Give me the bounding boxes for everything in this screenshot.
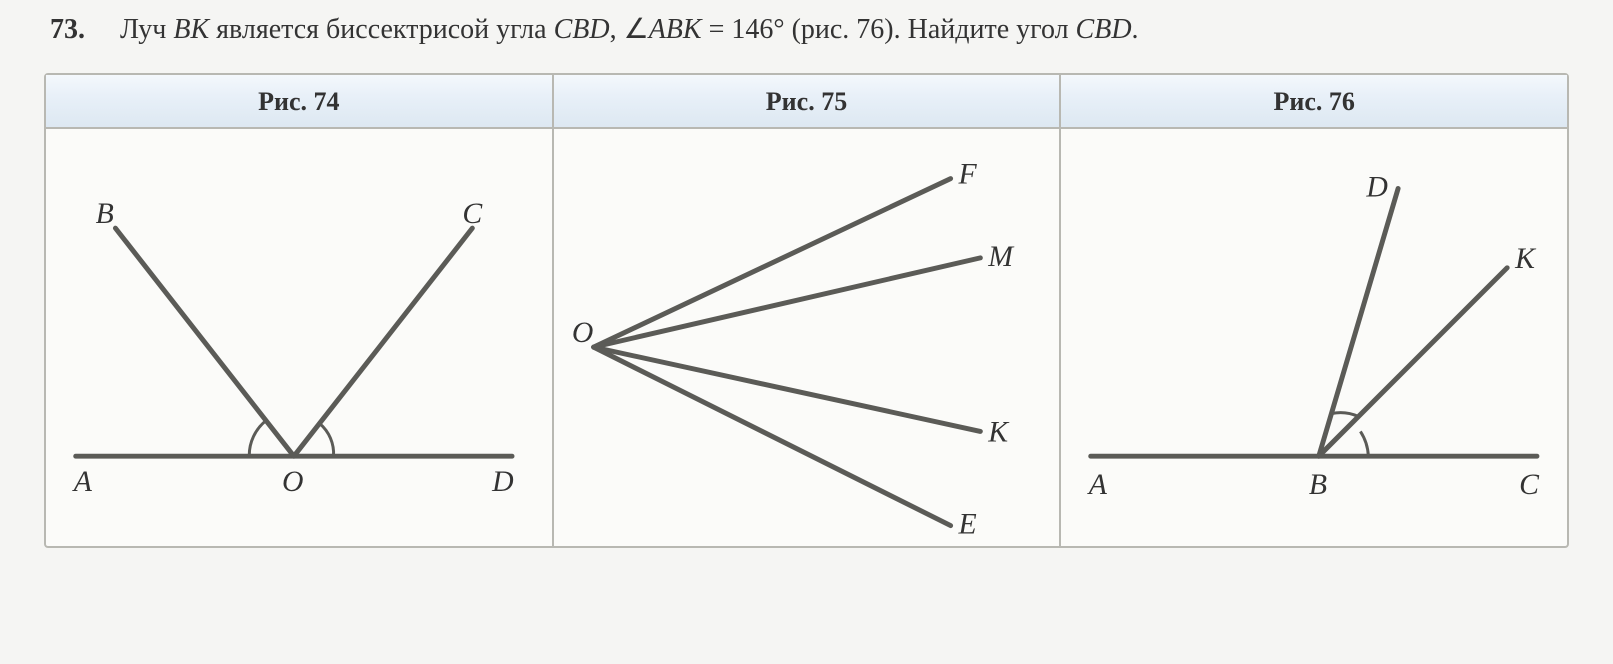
line-OE [593, 347, 950, 525]
figures-row: Рис. 74 B C A O D Рис. 75 [44, 73, 1569, 547]
arc-AOB [249, 421, 266, 457]
figure-75: Рис. 75 O F M K E [554, 75, 1062, 545]
label-A: A [72, 465, 93, 498]
figure-76-title: Рис. 76 [1061, 75, 1567, 129]
figure-75-diagram: O F M K E [554, 129, 1060, 545]
line-OC [294, 228, 472, 456]
label-M: M [987, 240, 1015, 273]
figure-75-title: Рис. 75 [554, 75, 1060, 129]
label-D: D [491, 465, 514, 498]
label-O: O [572, 316, 593, 349]
figure-74: Рис. 74 B C A O D [46, 75, 554, 545]
figure-74-diagram: B C A O D [46, 129, 552, 545]
figure-76: Рис. 76 D K A B C [1061, 75, 1567, 545]
line-OF [593, 179, 950, 348]
label-D: D [1366, 171, 1389, 204]
text-part: . [1132, 14, 1139, 45]
label-B: B [96, 197, 114, 230]
label-C: C [1519, 468, 1540, 501]
arc-DBK [1332, 413, 1359, 417]
problem-number: 73. [40, 10, 120, 49]
label-B: B [1309, 468, 1327, 501]
label-K: K [987, 416, 1010, 449]
line-OM [593, 258, 980, 347]
label-K: K [1514, 242, 1537, 275]
math-italic: BK [173, 14, 209, 45]
text-part: является биссектрисой угла [209, 14, 553, 45]
label-F: F [957, 158, 977, 191]
label-O: O [282, 465, 303, 498]
math-italic: CBD [1076, 14, 1132, 45]
line-OK [593, 347, 980, 431]
text-part: = 146° (рис. 76). Найдите угол [702, 14, 1076, 45]
arc-COD [320, 424, 334, 457]
label-C: C [462, 197, 483, 230]
figure-74-title: Рис. 74 [46, 75, 552, 129]
text-part: , ∠ [610, 14, 649, 45]
figure-76-diagram: D K A B C [1061, 129, 1567, 545]
problem-text: Луч BK является биссектрисой угла CBD, ∠… [120, 10, 1573, 49]
math-italic: CBD [554, 14, 610, 45]
problem-73: 73. Луч BK является биссектрисой угла CB… [40, 10, 1573, 49]
line-OB [115, 228, 293, 456]
math-italic: ABK [649, 14, 702, 45]
label-A: A [1087, 468, 1108, 501]
label-E: E [957, 508, 976, 541]
arc-KBC [1361, 432, 1369, 457]
text-part: Луч [120, 14, 173, 45]
